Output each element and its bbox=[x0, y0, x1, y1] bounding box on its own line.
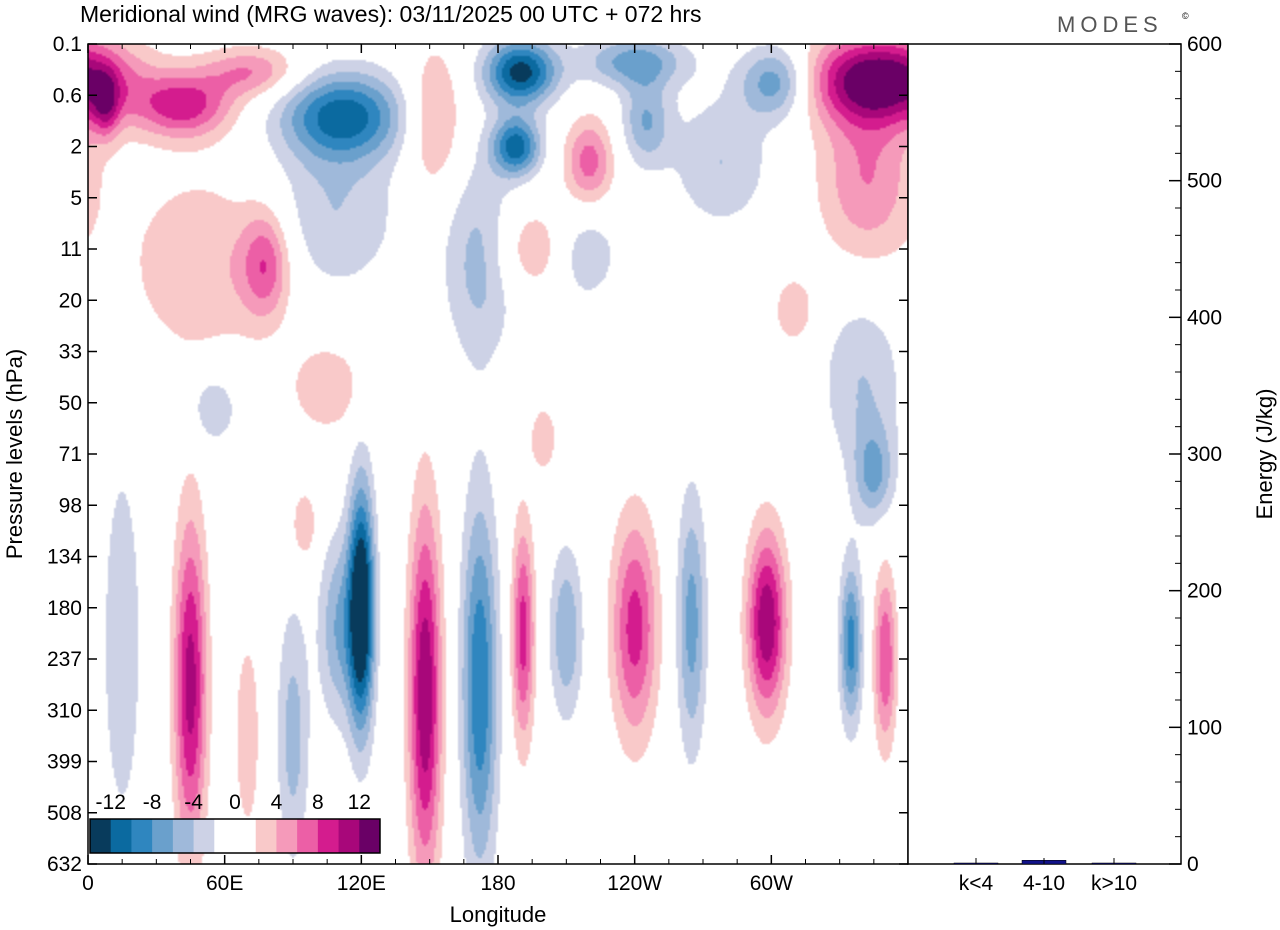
x-tick-label: 180 bbox=[480, 872, 515, 895]
x-tick-label: 120W bbox=[607, 872, 662, 895]
x-tick-label: 0 bbox=[82, 872, 94, 895]
y-axis: 0.1 0.6 2 5 11 20 33 50 71 98 134 180 237 310 399 508 63… bbox=[47, 33, 908, 876]
colorbar-label: -12 bbox=[96, 791, 126, 814]
y-tick-label: 399 bbox=[47, 751, 82, 774]
energy-tick-label: 100 bbox=[1187, 716, 1222, 739]
colorbar-swatch bbox=[214, 819, 236, 853]
y-tick-label: 310 bbox=[47, 699, 82, 722]
colorbar-swatch bbox=[276, 819, 298, 853]
colorbar-swatch bbox=[317, 819, 340, 853]
brand-logo: MODES © bbox=[1057, 11, 1189, 37]
colorbar-label: 0 bbox=[229, 791, 241, 814]
colorbar-label: 8 bbox=[312, 791, 324, 814]
energy-tick-label: 300 bbox=[1187, 443, 1222, 466]
y-tick-label: 5 bbox=[70, 187, 82, 210]
colorbar-swatch bbox=[193, 819, 215, 853]
colorbar-legend: -12 -8 -4 0 4 8 12 bbox=[89, 791, 381, 854]
x-axis-title: Longitude bbox=[450, 902, 547, 927]
y-tick-label: 237 bbox=[47, 648, 82, 671]
energy-tick-label: 400 bbox=[1187, 306, 1222, 329]
x-axis: 0 60E 120E 180 120W 60W bbox=[82, 44, 875, 895]
colorbar-swatch bbox=[359, 819, 381, 853]
y-axis-title: Pressure levels (hPa) bbox=[2, 349, 27, 559]
energy-axis-title: Energy (J/kg) bbox=[1252, 389, 1277, 520]
y-tick-label: 632 bbox=[47, 853, 82, 876]
energy-y-axis: 0 100 200 300 400 500 600 bbox=[1169, 33, 1222, 876]
y-tick-label: 180 bbox=[47, 597, 82, 620]
colorbar-frame bbox=[89, 818, 381, 854]
y-tick-label: 20 bbox=[59, 289, 82, 312]
colorbar-swatch bbox=[172, 819, 195, 853]
y-tick-label: 0.6 bbox=[53, 84, 82, 107]
energy-category-label: 4-10 bbox=[1023, 872, 1065, 895]
energy-tick-label: 0 bbox=[1187, 853, 1199, 876]
colorbar-swatch bbox=[297, 819, 319, 853]
y-tick-label: 134 bbox=[47, 546, 82, 569]
colorbar-swatch bbox=[152, 819, 174, 853]
y-tick-label: 71 bbox=[59, 443, 82, 466]
brand-mark: © bbox=[1182, 11, 1189, 21]
y-tick-label: 98 bbox=[59, 494, 82, 517]
colorbar-label: 12 bbox=[348, 791, 371, 814]
colorbar-swatch bbox=[131, 819, 153, 853]
brand-name: MODES bbox=[1057, 12, 1163, 37]
colorbar-label: -8 bbox=[143, 791, 162, 814]
y-tick-label: 0.1 bbox=[53, 33, 82, 56]
chart-title: Meridional wind (MRG waves): 03/11/2025 … bbox=[80, 1, 702, 27]
energy-bar-chart: k<4 4-10 k>10 bbox=[953, 858, 1137, 895]
colorbar-label: -4 bbox=[184, 791, 203, 814]
y-tick-label: 11 bbox=[60, 238, 82, 261]
y-tick-label: 33 bbox=[59, 341, 82, 364]
colorbar-swatch bbox=[255, 819, 277, 853]
colorbar-swatch bbox=[338, 819, 360, 853]
x-tick-label: 60W bbox=[750, 872, 793, 895]
colorbar-swatch bbox=[110, 819, 132, 853]
energy-panel-frame bbox=[907, 43, 1182, 865]
y-tick-label: 50 bbox=[59, 392, 82, 415]
energy-tick-label: 200 bbox=[1187, 580, 1222, 603]
colorbar-swatch bbox=[90, 819, 112, 853]
energy-tick-label: 600 bbox=[1187, 33, 1222, 56]
contour-plot bbox=[88, 44, 908, 864]
contour-field bbox=[88, 44, 908, 864]
y-tick-label: 508 bbox=[47, 802, 82, 825]
x-tick-label: 120E bbox=[337, 872, 386, 895]
colorbar-swatch bbox=[235, 819, 257, 853]
colorbar-label: 4 bbox=[271, 791, 283, 814]
energy-category-label: k<4 bbox=[959, 872, 994, 895]
x-tick-label: 60E bbox=[206, 872, 243, 895]
energy-category-label: k>10 bbox=[1091, 872, 1137, 895]
energy-tick-label: 500 bbox=[1187, 170, 1222, 193]
y-tick-label: 2 bbox=[70, 136, 82, 159]
